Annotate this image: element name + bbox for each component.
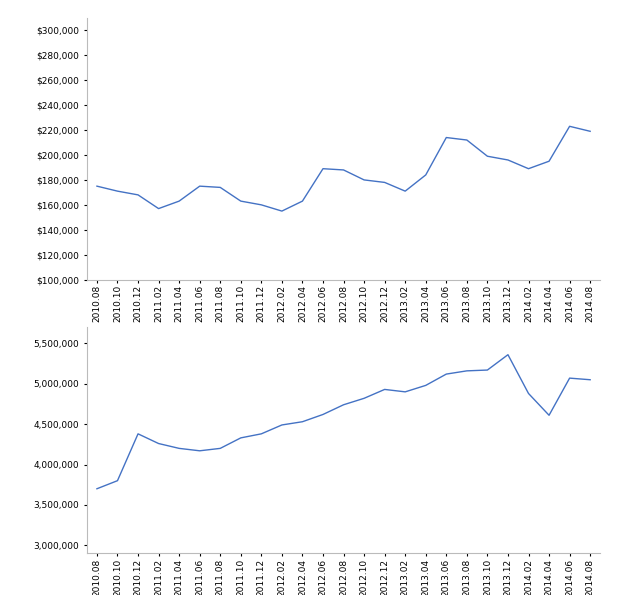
Legend: EHS Median Price: EHS Median Price	[272, 385, 415, 403]
